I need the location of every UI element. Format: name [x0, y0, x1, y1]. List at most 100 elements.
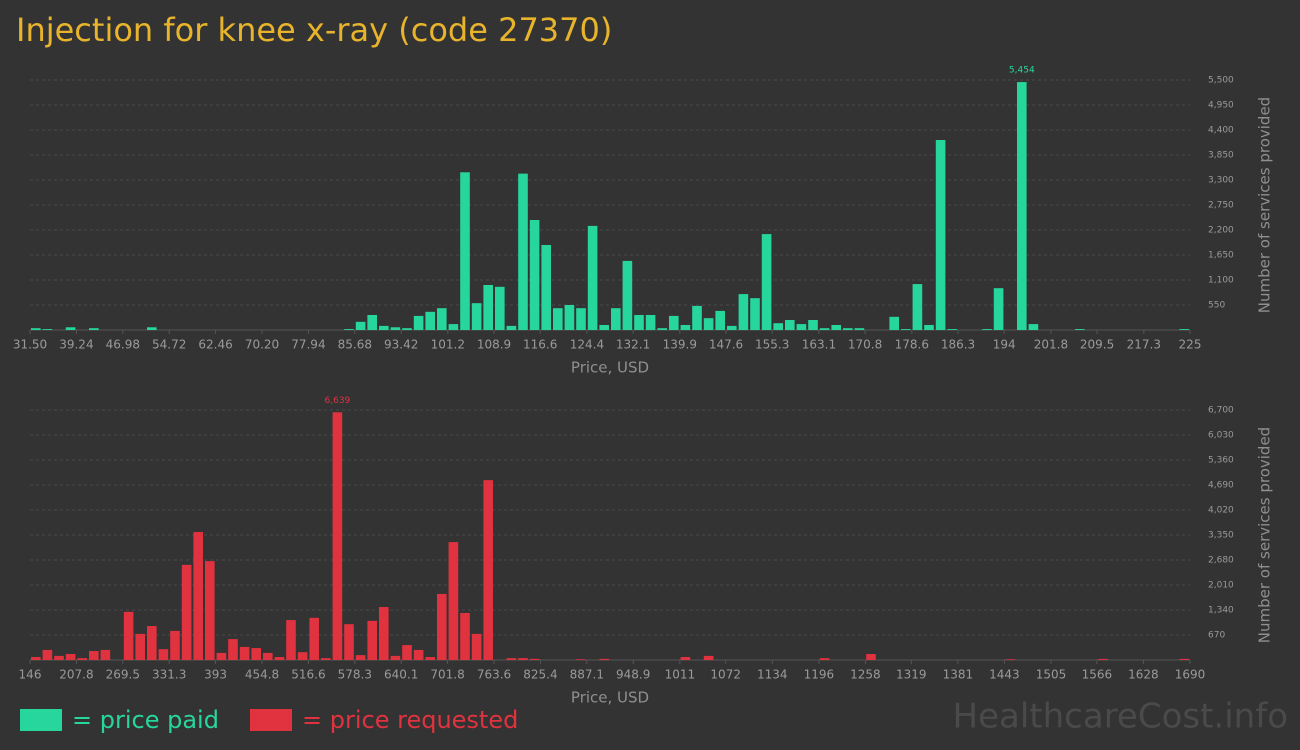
legend-swatch: [250, 709, 292, 731]
bar: [529, 658, 540, 660]
y-tick-label: 4,400: [1208, 126, 1234, 136]
bar: [645, 315, 656, 330]
bar: [100, 649, 111, 660]
bar: [819, 658, 830, 660]
bar: [286, 620, 296, 660]
bar: [274, 657, 285, 660]
bar: [344, 329, 354, 330]
bar: [31, 657, 41, 660]
bar: [506, 325, 517, 330]
bar: [263, 652, 273, 660]
x-tick-label: 331.3: [152, 668, 186, 682]
bar: [912, 284, 923, 330]
x-tick-label: 1628: [1128, 668, 1159, 682]
y-tick-label: 5,500: [1208, 76, 1234, 86]
y-tick-label: 1,650: [1208, 251, 1234, 261]
bar: [901, 329, 911, 330]
bar: [170, 630, 180, 660]
x-tick-label: 1258: [850, 668, 881, 682]
bar: [205, 561, 215, 660]
bar: [379, 607, 389, 660]
x-tick-label: 155.3: [755, 338, 789, 352]
bar: [402, 645, 412, 660]
y-tick-label: 1,100: [1208, 276, 1234, 286]
x-tick-label: 77.94: [291, 338, 325, 352]
bar: [89, 328, 99, 330]
x-tick-label: 393: [204, 668, 227, 682]
bar: [135, 633, 145, 660]
bar: [402, 328, 412, 330]
x-tick-label: 201.8: [1034, 338, 1068, 352]
bar: [1179, 329, 1189, 330]
bar: [680, 657, 691, 660]
x-tick-label: 146: [19, 668, 42, 682]
bar: [355, 321, 366, 330]
x-tick-label: 209.5: [1080, 338, 1114, 352]
bar: [785, 320, 795, 330]
y-tick-label: 4,020: [1208, 506, 1234, 516]
x-tick-label: 948.9: [616, 668, 650, 682]
x-tick-label: 108.9: [477, 338, 511, 352]
bar: [437, 308, 447, 330]
bar: [413, 649, 424, 660]
bar: [634, 315, 644, 330]
y-tick-label: 2,680: [1208, 556, 1234, 566]
x-tick-label: 1319: [896, 668, 927, 682]
bar: [54, 655, 64, 660]
bar: [889, 316, 899, 330]
bar: [390, 327, 401, 330]
bar: [576, 308, 586, 330]
y-tick-label: 2,200: [1208, 226, 1234, 236]
x-tick-label: 701.8: [430, 668, 464, 682]
bar: [390, 655, 401, 660]
bar: [993, 288, 1004, 330]
bar: [866, 654, 876, 660]
x-tick-label: 516.6: [291, 668, 325, 682]
y-tick-label: 3,350: [1208, 531, 1234, 541]
x-tick-label: 124.4: [570, 338, 604, 352]
bar: [65, 654, 76, 660]
bar: [750, 298, 760, 330]
bar: [935, 140, 946, 330]
bar: [321, 658, 331, 660]
bar: [379, 325, 389, 330]
x-axis-title: Price, USD: [571, 689, 649, 707]
bar: [483, 480, 493, 660]
bar: [344, 624, 354, 660]
legend-label: = price paid: [72, 706, 219, 734]
bar: [77, 658, 87, 660]
x-tick-label: 217.3: [1127, 338, 1161, 352]
bar: [228, 639, 238, 660]
x-tick-label: 1134: [757, 668, 788, 682]
x-tick-label: 454.8: [245, 668, 279, 682]
bar: [541, 245, 551, 330]
x-tick-label: 1443: [989, 668, 1020, 682]
bar: [738, 294, 749, 330]
y-tick-label: 3,850: [1208, 151, 1234, 161]
x-tick-label: 116.6: [523, 338, 557, 352]
x-tick-label: 1196: [804, 668, 835, 682]
x-tick-label: 186.3: [941, 338, 975, 352]
bar: [715, 310, 725, 330]
y-tick-label: 5,360: [1208, 456, 1234, 466]
bar: [437, 593, 447, 660]
bar: [1017, 82, 1027, 330]
bar: [1179, 658, 1189, 660]
bar: [924, 325, 934, 330]
x-tick-label: 825.4: [523, 668, 557, 682]
bar: [1005, 659, 1015, 660]
bar: [622, 260, 633, 330]
bar: [367, 620, 377, 660]
x-tick-label: 62.46: [198, 338, 232, 352]
bar: [309, 617, 319, 660]
bar: [761, 234, 772, 330]
bar: [147, 327, 157, 330]
bar: [703, 318, 714, 330]
bar: [657, 328, 667, 330]
bar: [1098, 658, 1108, 660]
bar: [947, 329, 957, 330]
legend-label: = price requested: [302, 706, 518, 734]
bar: [147, 626, 157, 660]
